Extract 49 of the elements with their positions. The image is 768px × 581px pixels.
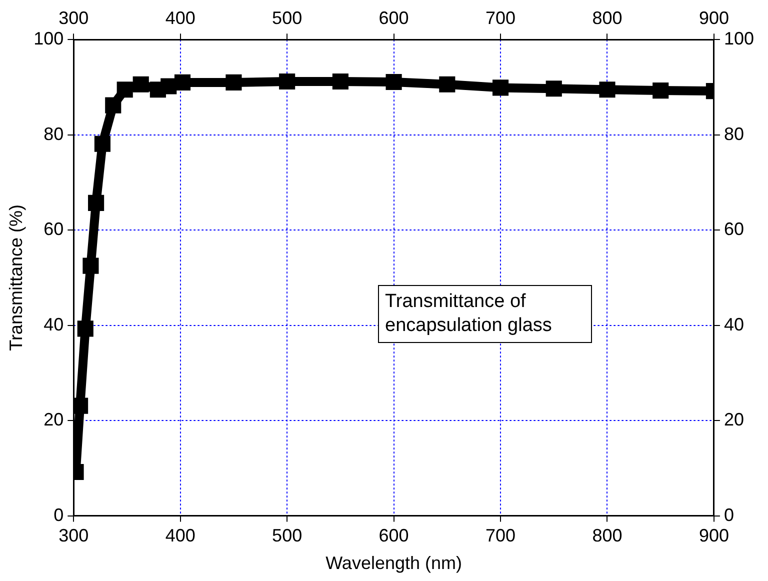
annotation: Transmittance of encapsulation glass bbox=[378, 285, 592, 343]
point bbox=[82, 258, 99, 274]
x2-tick-label: 900 bbox=[698, 8, 729, 28]
point bbox=[77, 320, 94, 337]
y-tick-label: 0 bbox=[54, 504, 64, 525]
y2-tick-label: 80 bbox=[724, 124, 744, 144]
y-tick-label: 60 bbox=[44, 219, 64, 240]
x-tick-label: 300 bbox=[58, 526, 89, 546]
point bbox=[160, 78, 177, 94]
y2-tick-label: 20 bbox=[724, 410, 744, 430]
point bbox=[116, 82, 133, 98]
x-tick-label: 900 bbox=[698, 526, 729, 546]
point bbox=[386, 74, 402, 90]
y-tick-label: 40 bbox=[44, 314, 64, 334]
y2-tick-label: 40 bbox=[724, 314, 744, 334]
y2-tick-label: 0 bbox=[724, 504, 734, 525]
x2-tick-label: 600 bbox=[378, 8, 409, 28]
y-axis-title: Transmittance (%) bbox=[6, 204, 26, 351]
point bbox=[599, 82, 616, 98]
point bbox=[105, 97, 122, 114]
point bbox=[546, 80, 562, 97]
y2-tick-label: 60 bbox=[724, 219, 744, 240]
y-tick-label: 80 bbox=[44, 124, 64, 144]
point bbox=[94, 136, 110, 152]
x2-tick-label: 800 bbox=[592, 8, 622, 28]
point bbox=[150, 82, 166, 98]
x2-tick-label: 700 bbox=[486, 8, 516, 28]
point bbox=[74, 398, 88, 414]
x2-tick-label: 300 bbox=[58, 8, 89, 28]
point bbox=[226, 74, 242, 90]
point bbox=[132, 76, 149, 92]
y-tick-label: 20 bbox=[44, 410, 64, 430]
y2-tick-label: 100 bbox=[724, 28, 754, 49]
x2-tick-label: 400 bbox=[165, 8, 196, 28]
point bbox=[652, 82, 669, 99]
x-tick-label: 500 bbox=[272, 526, 302, 546]
x-tick-label: 600 bbox=[378, 526, 409, 546]
x-tick-label: 800 bbox=[592, 526, 622, 546]
point bbox=[439, 76, 456, 92]
point bbox=[174, 74, 191, 90]
x2-tick-label: 500 bbox=[272, 8, 302, 28]
point bbox=[279, 73, 296, 90]
point bbox=[332, 73, 348, 90]
x-tick-label: 700 bbox=[486, 526, 516, 546]
point bbox=[492, 80, 509, 96]
x-tick-label: 400 bbox=[165, 526, 196, 546]
x-axis-title: Wavelength (nm) bbox=[326, 553, 462, 574]
point bbox=[88, 194, 104, 211]
y-tick-label: 100 bbox=[34, 28, 64, 49]
